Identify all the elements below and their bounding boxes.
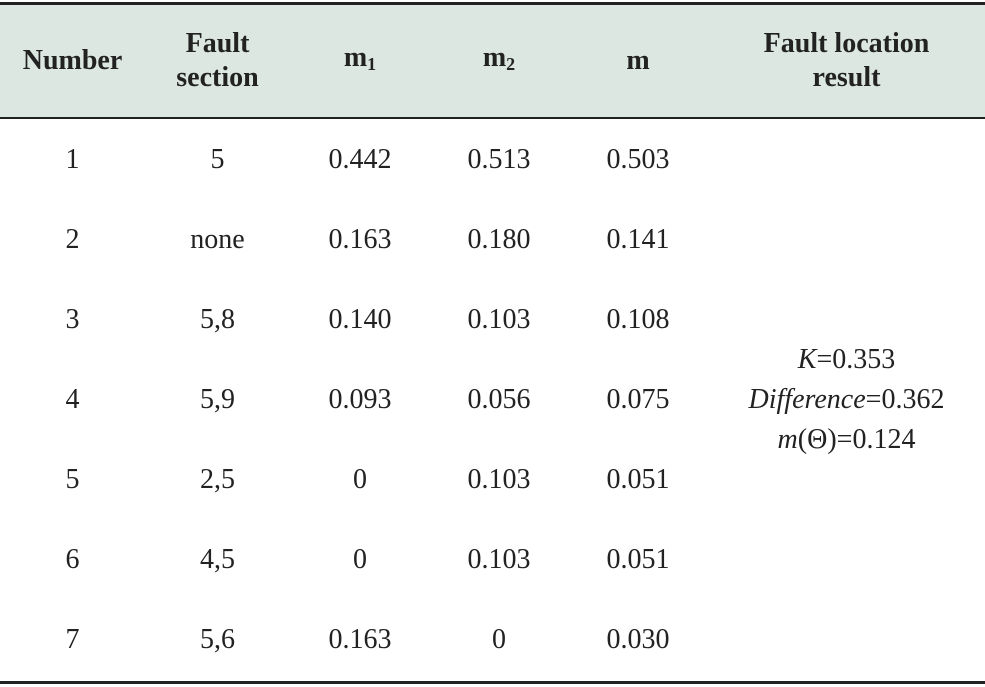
table-cell: 0.108 (606, 304, 670, 335)
header-cell: m (568, 4, 708, 118)
table-cell: 0.141 (606, 224, 670, 255)
result-italic: K (797, 344, 817, 375)
table-cell: 0.093 (328, 384, 392, 415)
table-cell: 5 (65, 464, 80, 495)
table-cell: 5 (210, 144, 225, 175)
header-line: Fault (185, 28, 250, 59)
table-cell: 6 (65, 544, 80, 575)
header-subscript: 1 (367, 54, 377, 74)
table-cell: none (190, 224, 245, 255)
header-line: result (812, 62, 881, 93)
result-text: =0.353 (816, 344, 896, 375)
bottom-rule (0, 681, 985, 684)
table-cell: 2,5 (200, 464, 235, 495)
header-cell: Fault location result (708, 4, 985, 118)
result-cell: K=0.353 Difference=0.362 m(Θ)=0.124 (708, 120, 985, 680)
header-line: m (626, 45, 650, 76)
table-cell: 0.513 (467, 144, 531, 175)
table-cell: 5,6 (200, 624, 235, 655)
header-text: m1 (343, 42, 377, 74)
table-cell: 0.103 (467, 464, 531, 495)
header-rule (0, 117, 985, 119)
header-cell: Number (0, 4, 145, 118)
result-line: m(Θ)=0.124 (778, 420, 916, 460)
header-line: Number (22, 45, 123, 76)
table-cell: 0.140 (328, 304, 392, 335)
result-line: K=0.353 (798, 340, 895, 380)
header-cell: m2 (430, 4, 568, 118)
top-rule (0, 2, 985, 5)
result-text: (Θ)=0.124 (797, 424, 916, 455)
table-cell: 0.503 (606, 144, 670, 175)
table-cell: 5,8 (200, 304, 235, 335)
table-cell: 0.180 (467, 224, 531, 255)
table-cell: 4 (65, 384, 80, 415)
table-cell: 1 (65, 144, 80, 175)
table-cell: 2 (65, 224, 80, 255)
table-cell: 0 (353, 464, 367, 495)
result-text: =0.362 (865, 384, 945, 415)
table-cell: 0.030 (606, 624, 670, 655)
table-cell: 0.442 (328, 144, 392, 175)
table-cell: 4,5 (200, 544, 235, 575)
table-cell: 0.163 (328, 224, 392, 255)
header-subscript: 2 (506, 54, 516, 74)
table-cell: 0.103 (467, 304, 531, 335)
table-cell: 0 (353, 544, 367, 575)
table-cell: 0.056 (467, 384, 531, 415)
header-line: Fault location (763, 28, 930, 59)
result-italic: m (777, 424, 798, 455)
result-line: Difference=0.362 (749, 380, 945, 420)
table-cell: 7 (65, 624, 80, 655)
table-cell: 0 (492, 624, 506, 655)
table-cell: 0.051 (606, 464, 670, 495)
table-cell: 0.075 (606, 384, 670, 415)
header-text: m2 (482, 42, 516, 74)
table-cell: 0.103 (467, 544, 531, 575)
header-band (0, 4, 985, 118)
table-cell: 0.051 (606, 544, 670, 575)
header-cell: Fault section (145, 4, 290, 118)
table-cell: 5,9 (200, 384, 235, 415)
table-cell: 3 (65, 304, 80, 335)
header-cell: m1 (290, 4, 430, 118)
table-cell: 0.163 (328, 624, 392, 655)
result-italic: Difference (748, 384, 866, 415)
header-line: section (176, 62, 259, 93)
